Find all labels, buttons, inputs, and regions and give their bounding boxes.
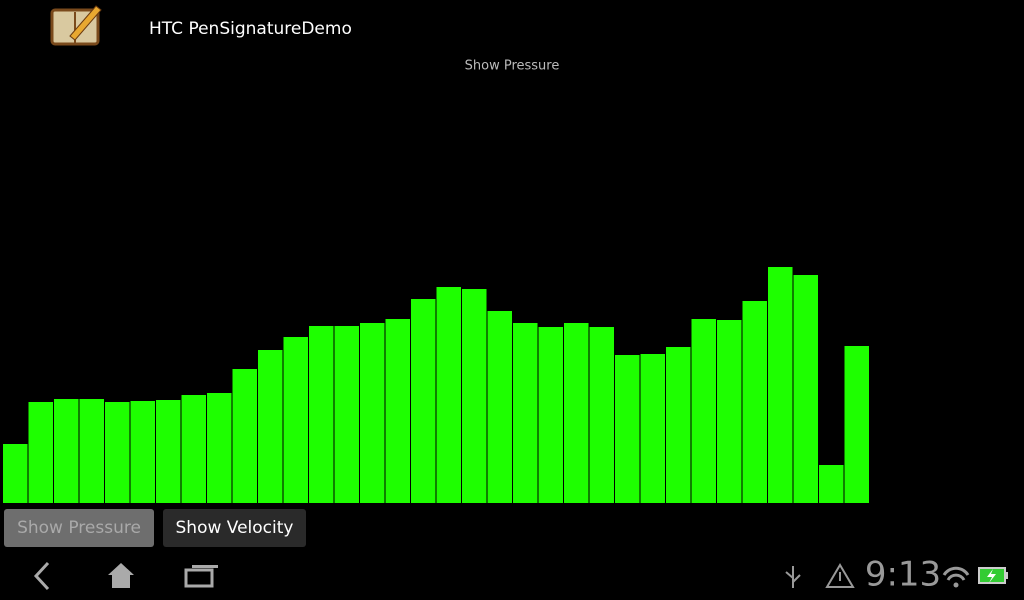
nav-home[interactable] [108,563,134,588]
bar [181,395,206,503]
bar [717,320,742,503]
bar [130,401,155,503]
battery-icon [978,567,1008,584]
usb-icon [785,566,801,588]
bar [232,369,257,503]
bar [487,311,512,503]
bar [105,402,130,503]
bar [385,319,410,503]
bar [258,350,283,503]
bar [436,287,461,503]
bar [309,326,334,503]
bar [742,301,767,503]
clock: 9:13 [865,555,941,595]
bar [79,399,104,503]
bar [666,347,691,503]
bar [589,327,614,503]
warning-icon [825,563,855,588]
chart-title: Show Pressure [465,59,560,74]
show-velocity-button[interactable]: Show Velocity [163,509,306,547]
bar [844,346,869,503]
bar [615,355,640,503]
bar [538,327,563,503]
bar [54,399,79,503]
bar [3,444,28,503]
bar [793,275,818,503]
nav-recent[interactable] [184,565,218,588]
bar [28,402,53,503]
bar [156,400,181,503]
nav-back[interactable] [33,561,50,591]
bar [207,393,232,503]
bar [360,323,385,503]
bar [513,323,538,503]
bar [411,299,436,503]
bar [768,267,793,503]
bar [334,326,359,503]
bar [640,354,665,503]
app-title: HTC PenSignatureDemo [149,19,352,39]
wifi-icon [942,566,970,588]
bar [462,289,487,503]
show-pressure-button[interactable]: Show Pressure [4,509,154,547]
bar [283,337,308,503]
bar [564,323,589,503]
app-icon [50,5,102,46]
bar [691,319,716,503]
bar [819,465,844,503]
